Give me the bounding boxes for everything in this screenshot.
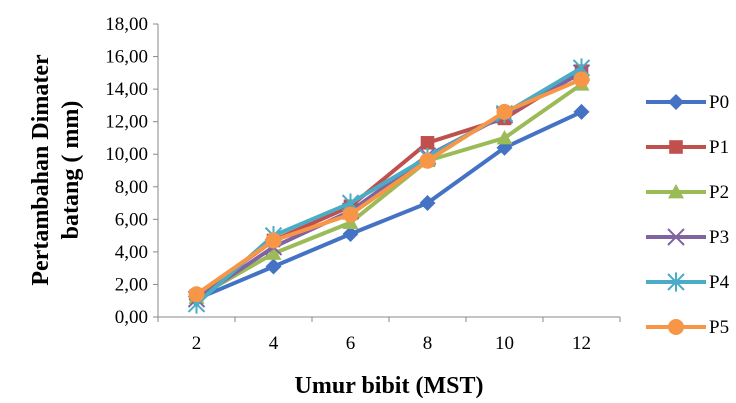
x-tick-label: 10 <box>495 333 514 354</box>
x-tick-label: 2 <box>192 333 202 354</box>
y-tick-label: 4,00 <box>115 242 148 263</box>
y-tick-label: 6,00 <box>115 209 148 230</box>
y-tick-label: 8,00 <box>115 177 148 198</box>
y-tick-label: 18,00 <box>105 14 148 35</box>
data-point-p0 <box>265 258 282 275</box>
data-point-p2 <box>265 245 282 260</box>
y-axis-title-line-1: Pertambahan Dimater <box>28 54 54 286</box>
legend-marker <box>668 184 684 199</box>
legend-marker <box>668 94 684 110</box>
legend-marker <box>669 140 683 154</box>
series-group <box>187 58 591 314</box>
legend-label: P4 <box>709 272 730 293</box>
legend-item-p4: P4 <box>646 272 730 293</box>
y-tick-label: 12,00 <box>105 112 148 133</box>
series-line-p5 <box>195 77 583 296</box>
legend: P0 P1 P2 P3 P4 P5 <box>646 92 730 338</box>
x-tick-label: 6 <box>346 333 356 354</box>
legend-item-p5: P5 <box>646 317 729 338</box>
x-tick-label: 8 <box>423 333 433 354</box>
y-tick-label: 0,00 <box>115 307 148 328</box>
data-point-p1 <box>420 136 435 150</box>
legend-label: P5 <box>709 317 729 338</box>
legend-label: P2 <box>709 182 729 203</box>
axis-titles: Umur bibit (MST) Pertambahan Dimater bat… <box>28 54 483 399</box>
data-point-p2 <box>496 129 513 145</box>
data-point-p5 <box>419 152 436 169</box>
series-p2 <box>188 76 590 304</box>
y-tick-label: 2,00 <box>115 274 148 295</box>
legend-item-p2: P2 <box>646 182 729 203</box>
axes: 0,00 2,00 4,00 6,00 8,00 10,00 12,00 14,00 16,00… <box>105 14 621 354</box>
data-point-p5 <box>265 232 282 249</box>
series-line-p0 <box>195 110 583 301</box>
y-tick-label: 10,00 <box>105 144 148 165</box>
series-p5 <box>188 71 590 303</box>
series-p0 <box>188 103 590 308</box>
x-tick-label: 4 <box>269 333 279 354</box>
x-tick-label: 12 <box>572 333 591 354</box>
legend-marker <box>667 272 685 292</box>
data-point-p0 <box>419 195 436 212</box>
legend-item-p0: P0 <box>646 92 729 113</box>
data-point-p0 <box>342 225 359 242</box>
y-axis-title-line-2: batang ( mm) <box>58 101 84 240</box>
y-tick-label: 14,00 <box>105 79 148 100</box>
legend-label: P3 <box>709 227 729 248</box>
data-point-p5 <box>342 206 359 223</box>
data-point-p0 <box>573 103 590 120</box>
data-point-p5 <box>573 71 590 88</box>
legend-item-p3: P3 <box>646 227 729 248</box>
series-line-p2 <box>195 82 583 300</box>
data-point-p5 <box>496 103 513 120</box>
legend-label: P0 <box>709 92 729 113</box>
x-axis-title: Umur bibit (MST) <box>295 373 484 399</box>
legend-marker <box>668 319 684 335</box>
y-tick-label: 16,00 <box>105 47 148 68</box>
legend-item-p1: P1 <box>646 137 729 158</box>
data-point-p5 <box>188 286 205 303</box>
legend-marker <box>667 228 685 246</box>
legend-label: P1 <box>709 137 729 158</box>
